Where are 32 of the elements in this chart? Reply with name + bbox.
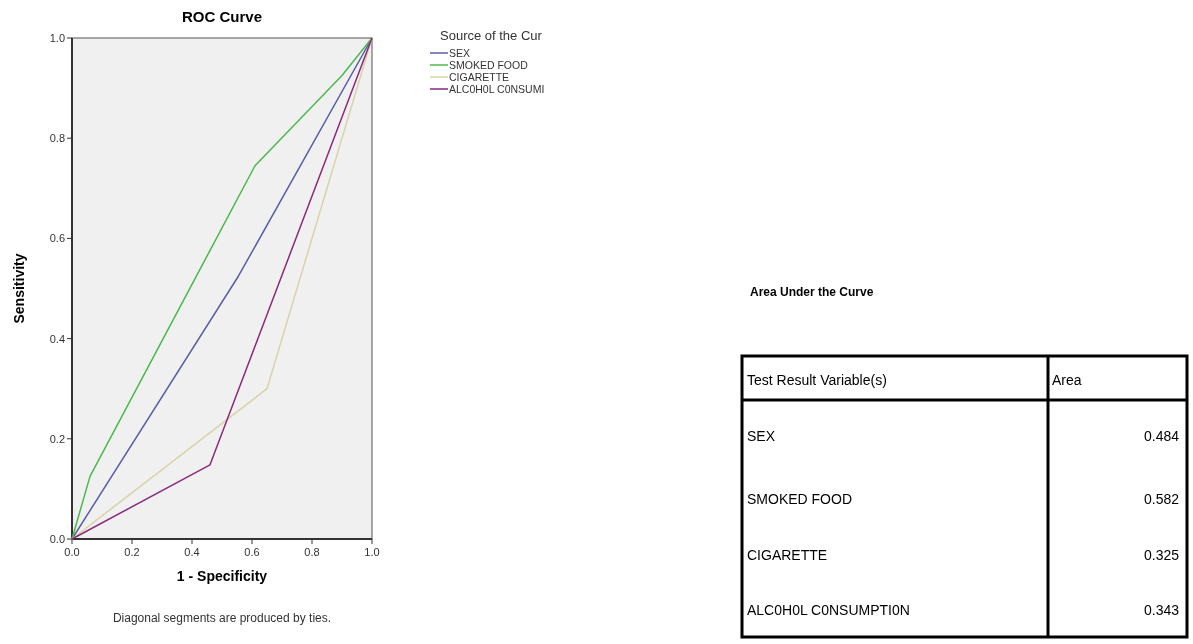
x-tick-label: 0.0 [64,546,80,558]
text: SEX [747,428,776,444]
x-tick-label: 0.8 [304,546,320,558]
legend-label: SEX [449,47,471,59]
text: Area Under the Curve [750,285,874,299]
text: 0.343 [1143,602,1180,618]
y-tick-label: 0.4 [49,332,65,345]
legend-label: SMOKED FOOD [449,59,529,71]
text: 0.325 [1143,547,1180,563]
y-tick-label: 0.2 [49,432,65,445]
text: 0.582 [1143,491,1180,507]
y-tick-label: 1.0 [49,32,65,44]
y-tick-label: 0.6 [49,232,65,245]
x-tick-label: 0.2 [124,546,140,558]
text: 0.484 [1143,428,1180,444]
x-axis-title: 1 - Specificity [176,568,268,584]
y-tick-label: 0.8 [49,132,65,145]
chart-title: ROC Curve [181,8,263,25]
text: Diagonal segments are produced by ties. [112,611,332,625]
y-tick-label: 0.0 [49,533,65,545]
x-tick-label: 1.0 [364,546,380,558]
text: Area [1052,372,1082,388]
text: Test Result Variable(s) [747,372,887,388]
y-axis-title: Sensitivity [11,253,27,324]
text: ALC0H0L C0NSUMPTI0N [747,602,910,618]
legend-label: CIGARETTE [449,71,510,83]
text: SMOKED FOOD [747,491,853,507]
x-tick-label: 0.6 [244,546,260,558]
legend-label: ALC0H0L C0NSUMI [449,83,545,95]
x-tick-label: 0.4 [184,546,200,558]
text: CIGARETTE [747,547,828,563]
legend-title: Source of the Cur [440,28,543,43]
